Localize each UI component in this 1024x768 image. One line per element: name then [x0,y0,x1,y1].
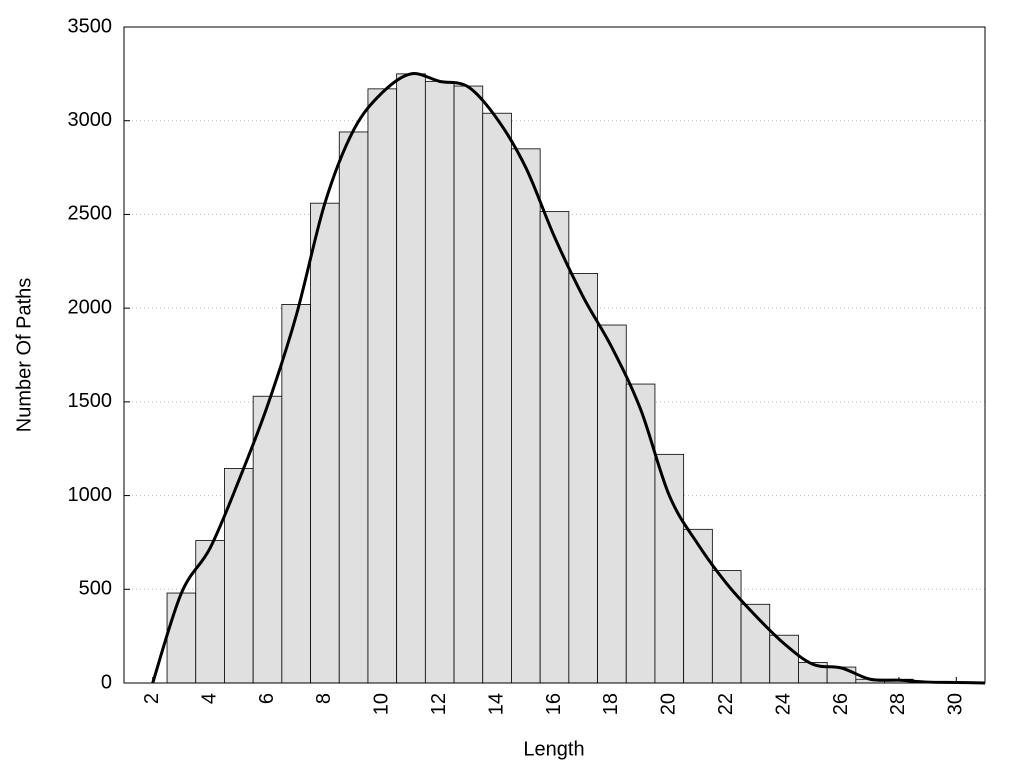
bar [166,592,197,684]
bar [338,131,369,684]
x-tick-label: 12 [428,693,450,715]
x-tick-label: 30 [945,693,967,715]
x-tick-label: 8 [313,693,335,704]
y-tick-label: 1500 [68,390,113,412]
y-tick-label: 3500 [68,15,113,37]
bar [654,453,685,684]
plot-frame [123,26,986,684]
y-tick-label: 2000 [68,296,113,318]
y-axis-label: Number Of Paths [13,278,35,433]
bar [625,383,656,684]
y-tick-label: 500 [79,578,112,600]
x-tick-label: 24 [772,693,794,715]
bar [568,273,598,684]
bar [482,112,512,684]
x-tick-label: 20 [658,693,680,715]
bar [252,395,283,684]
bar [711,570,742,684]
bar [367,88,398,684]
x-tick-label: 10 [371,693,393,715]
x-tick-label: 26 [830,693,852,715]
y-tick-label: 3000 [68,109,113,131]
bar [281,303,311,684]
x-tick-label: 22 [715,693,737,715]
x-tick-label: 14 [485,693,507,715]
y-tick-label: 2500 [68,203,113,225]
bar [424,80,455,684]
y-tick-label: 1000 [68,484,113,506]
x-tick-label: 2 [141,693,163,704]
x-tick-label: 4 [198,693,220,704]
y-tick-label: 0 [101,671,112,693]
bar [224,467,254,684]
x-tick-label: 16 [543,693,565,715]
x-tick-label: 28 [887,693,909,715]
bar [396,73,426,684]
x-tick-label: 18 [600,693,622,715]
bar [539,211,570,684]
density-curve [151,72,986,685]
x-tick-label: 6 [256,693,278,704]
bar [453,85,484,684]
bar [310,202,340,684]
x-axis-label: Length [523,738,584,760]
bar [511,148,541,684]
bar [683,528,713,684]
bar [597,324,627,684]
